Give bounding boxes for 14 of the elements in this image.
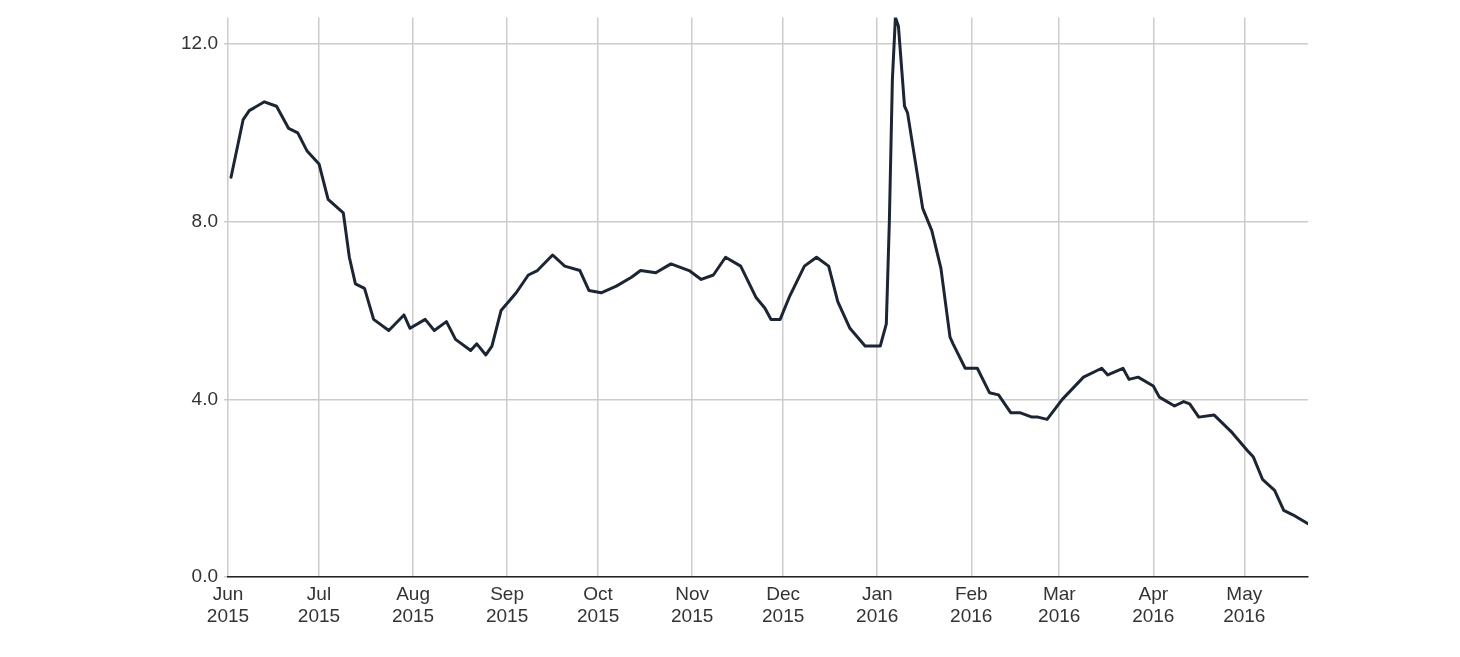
x-tick-label: Oct 2015 <box>576 582 620 627</box>
x-tick-label: Jul 2015 <box>297 582 341 627</box>
x-tick-label: May 2016 <box>1223 582 1266 627</box>
x-tick-label: Nov 2015 <box>671 582 714 627</box>
x-tick-label: Jan 2016 <box>856 582 899 627</box>
x-tick-label: Feb 2016 <box>950 582 993 627</box>
x-tick-label: Dec 2015 <box>762 582 805 627</box>
y-tick-label: 8.0 <box>191 209 218 231</box>
x-tick-label: Apr 2016 <box>1132 582 1175 627</box>
x-tick-label: Mar 2016 <box>1038 582 1081 627</box>
y-tick-label: 12.0 <box>181 32 218 54</box>
y-tick-label: 4.0 <box>191 387 218 409</box>
x-tick-label: Sep 2015 <box>485 582 529 627</box>
x-tick-label: Aug 2015 <box>391 582 435 627</box>
